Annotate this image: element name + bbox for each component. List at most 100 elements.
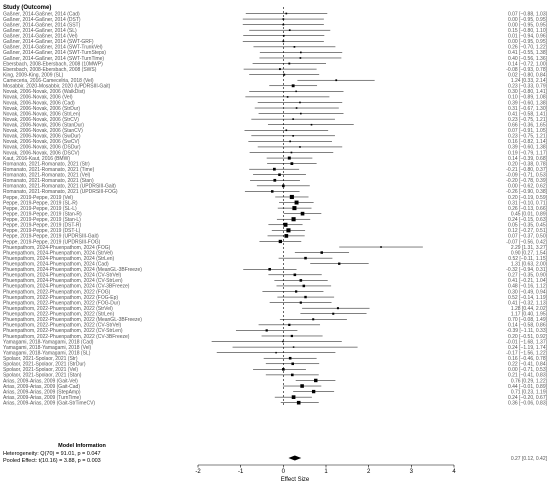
effect-size-marker: [338, 262, 341, 265]
study-row: Cameceria, 2016-Camecelria, 2018 (Vel): [3, 78, 375, 84]
effect-ci-value: -0.17 [−1.56, 1.22]: [506, 350, 547, 356]
effect-ci-value: 0.26 [−0.70, 1.22]: [508, 45, 548, 51]
effect-size-marker: [292, 118, 294, 120]
study-row: Novak, 2006-Novak, 2006 (StrLen): [3, 111, 344, 117]
effect-ci-value: 0.07 [−0.88, 1.03]: [508, 11, 548, 17]
effect-size-marker: [292, 206, 297, 211]
study-label: Phuenpathom, 2022-Phuenpathom, 2022 (FOG…: [3, 295, 118, 301]
study-label: Ebersbach, 2008-Ebersbach, 2008 (10MWP): [3, 61, 103, 67]
study-row: Romanato, 2021-Romanato, 2021 (UPDRSIII-…: [3, 184, 310, 190]
effect-ci-value: 0.16 [−0.46, 0.78]: [508, 356, 548, 362]
study-label: Yamagami, 2018-Yamagami, 2018 (SL): [3, 350, 91, 356]
study-row: Gaßner, 2014-Gaßner, 2014 (SWT-TurnSteps…: [3, 50, 343, 56]
study-label: Romanato, 2021-Romanato, 2021 (UPDRSIII-…: [3, 189, 118, 195]
effect-ci-value: 0.00 [−0.95, 0.95]: [508, 39, 548, 45]
study-label: Novak, 2006-Novak, 2006 (StrDur): [3, 106, 80, 112]
effect-ci-value: 0.39 [−0.60, 1.38]: [508, 100, 548, 106]
study-row: Phuenpathom, 2024-Phuenpathom, 2024 (CV-…: [3, 273, 322, 279]
x-tick-label: -2: [195, 469, 201, 475]
study-row: Gaßner, 2014-Gaßner, 2014 (SWT-GRF): [3, 39, 324, 45]
effect-ci-value: 0.00 [−0.95, 0.95]: [508, 17, 548, 23]
x-tick-label: 0: [282, 469, 286, 475]
study-label: Novak, 2006-Novak, 2006 (SwCV): [3, 139, 80, 145]
study-row: Spolaor, 2021-Spolaor, 2021 (Vel): [3, 367, 306, 373]
effect-ci-value: 0.36 [−0.06, 0.83]: [508, 401, 548, 407]
study-label: Phuenpathom, 2022-Phuenpathom, 2022 (FOG…: [3, 300, 120, 306]
study-label: Phuenpathom, 2022-Phuenpathom, 2022 (CV-…: [3, 334, 130, 340]
effect-size-marker: [282, 368, 285, 371]
study-label: Arias, 2009-Arias, 2009 (Gait-Vel): [3, 378, 78, 384]
study-row: Novak, 2006-Novak, 2006 (Vel): [3, 95, 330, 101]
study-row: King, 2009-King, 2009 (SL): [3, 72, 320, 78]
study-row: Gaßner, 2014-Gaßner, 2014 (SWT-TrunkVel): [3, 45, 336, 51]
x-tick-label: 2: [367, 469, 371, 475]
effect-ci-value: 0.31 [−0.10, 0.71]: [508, 200, 548, 206]
study-label: Phuenpathom, 2024-Phuenpathom, 2024 (CV-…: [3, 273, 121, 279]
effect-size-marker: [275, 351, 277, 354]
effect-size-marker: [296, 400, 301, 405]
effect-size-marker: [295, 290, 298, 293]
effect-size-marker: [291, 362, 294, 366]
effect-ci-value: 0.07 [−0.91, 1.05]: [508, 128, 548, 134]
effect-size-marker: [283, 73, 286, 76]
study-row: Ebersbach, 2008-Ebersbach, 2008 (SWS): [3, 67, 317, 73]
study-row: Gaßner, 2014-Gaßner, 2014 (Cad): [3, 11, 328, 17]
study-row: Novak, 2006-Novak, 2006 (DSDur): [3, 145, 343, 151]
effect-size-marker: [300, 112, 302, 115]
study-label: Novak, 2006-Novak, 2006 (DSCV): [3, 150, 80, 156]
study-row: Phuenpathom, 2022-Phuenpathom, 2022 (Str…: [3, 306, 370, 312]
study-row: Novak, 2006-Novak, 2006 (Cad): [3, 100, 343, 106]
study-row: Peppe, 2019-Peppe, 2019 (Stan-R): [3, 211, 322, 217]
effect-ci-value: 0.16 [−0.82, 1.14]: [508, 139, 548, 145]
effect-ci-value: 0.10 [−0.89, 1.08]: [508, 95, 548, 101]
effect-size-marker: [299, 51, 302, 54]
x-tick-label: 1: [324, 469, 328, 475]
effect-ci-value: 0.30 [−0.49, 0.94]: [508, 289, 548, 295]
effect-ci-value: 0.70 [−0.08, 1.49]: [508, 317, 548, 323]
study-row: Yamagami, 2018-Yamagami, 2018 (SL): [3, 350, 336, 356]
effect-ci-value: -0.01 [−1.68, 1.37]: [506, 339, 547, 345]
study-row: Ebersbach, 2008-Ebersbach, 2008 (10MWP): [3, 61, 326, 67]
effect-size-marker: [291, 373, 294, 377]
effect-size-marker: [291, 217, 296, 222]
effect-size-marker: [278, 173, 281, 177]
study-row: Yamagami, 2018-Yamagami, 2018 (Vel): [3, 345, 358, 351]
study-row: Arias, 2009-Arias, 2009 (StepAmp): [3, 389, 335, 395]
effect-ci-value: -0.07 [−0.56, 0.42]: [506, 239, 547, 245]
study-label: Phuenpathom, 2024-Phuenpathom, 2024 (Mea…: [3, 267, 142, 273]
effect-ci-value: 0.14 [−0.72, 1.00]: [508, 61, 548, 67]
effect-size-marker: [304, 295, 307, 299]
effect-ci-value: 0.40 [−0.56, 1.36]: [508, 56, 548, 62]
study-row: Phuenpathom, 2022-Phuenpathom, 2022 (Str…: [3, 312, 367, 318]
study-label: Phuenpathom, 2022-Phuenpathom, 2022 (Str…: [3, 312, 115, 318]
effect-ci-value: 0.00 [−0.62, 0.62]: [508, 184, 548, 190]
study-label: Phuenpathom, 2024-Phuenpathom, 2024 (CV-…: [3, 284, 130, 290]
effect-size-marker: [293, 273, 297, 277]
study-label: Novak, 2006-Novak, 2006 (Vel): [3, 95, 73, 101]
effect-ci-value: 0.07 [−0.37, 0.50]: [508, 234, 548, 240]
study-label: Gaßner, 2014-Gaßner, 2014 (SL): [3, 28, 77, 34]
effect-size-marker: [310, 123, 313, 126]
study-row: Phuenpathom, 2024-Phuenpathom, 2024 (Str…: [3, 250, 350, 256]
effect-ci-value: 0.00 [−0.95, 0.95]: [508, 22, 548, 28]
study-label: Romanato, 2021-Romanato, 2021 (Time): [3, 167, 95, 173]
study-row: Arias, 2009-Arias, 2009 (Gait-Cad): [3, 384, 322, 390]
effect-ci-value: 0.41 [−0.32, 1.13]: [508, 300, 548, 306]
effect-ci-value: 0.21 [−0.41, 0.83]: [508, 373, 548, 379]
effect-ci-value: 0.41 [−0.58, 1.41]: [508, 111, 548, 117]
effect-size-marker: [283, 222, 288, 227]
effect-ci-value: 0.12 [−0.27, 0.51]: [508, 228, 548, 234]
study-row: Phuenpathom, 2024-Phuenpathom, 2024 (Str…: [3, 256, 333, 262]
effect-size-marker: [314, 378, 318, 383]
effect-size-marker: [320, 251, 323, 254]
pooled-ci-label: 0.27 [0.12, 0.42]: [511, 456, 548, 462]
effect-ci-value: 0.44 [−0.01, 0.89]: [508, 384, 548, 390]
effect-size-marker: [290, 151, 293, 154]
study-row: Gaßner, 2014-Gaßner, 2014 (SWT-TurnTime): [3, 56, 342, 62]
effect-size-marker: [291, 395, 296, 399]
study-row: Gaßner, 2014-Gaßner, 2014 (Vel): [3, 34, 325, 40]
effect-size-marker: [288, 62, 291, 65]
study-row: Peppe, 2019-Peppe, 2019 (UPDRSIII-FOG): [3, 239, 302, 245]
study-label: Peppe, 2019-Peppe, 2019 (Stan-R): [3, 211, 82, 217]
